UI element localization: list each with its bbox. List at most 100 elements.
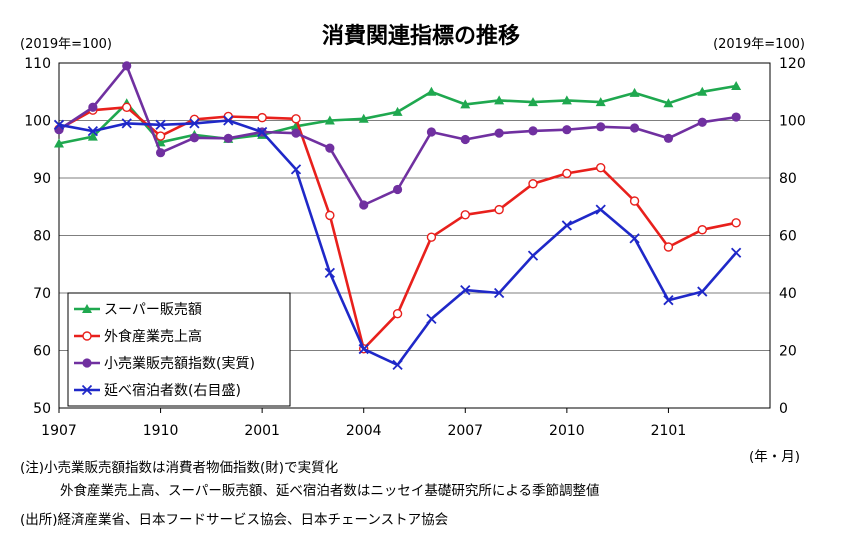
open-circle-marker	[528, 179, 538, 189]
series-3	[53, 115, 742, 371]
plot-area	[58, 62, 771, 409]
x-marker	[527, 250, 539, 261]
x-marker-stroke	[155, 119, 166, 130]
triangle-marker	[731, 81, 742, 90]
x-marker-stroke	[53, 119, 65, 130]
right-tick-label: 0	[779, 401, 788, 417]
chart-title: 消費関連指標の推移	[322, 23, 520, 49]
x-marker-stroke	[697, 286, 708, 297]
circle-marker	[596, 122, 606, 132]
x-marker	[223, 115, 234, 126]
open-circle-marker	[731, 218, 741, 228]
x-tick-label: 2001	[244, 423, 280, 439]
open-circle-marker	[155, 131, 166, 141]
x-marker	[257, 126, 268, 138]
x-marker-stroke	[527, 250, 539, 261]
x-marker	[155, 119, 166, 130]
x-marker-stroke	[81, 384, 93, 396]
circle-marker	[189, 133, 200, 143]
left-tick-label: 110	[24, 56, 51, 72]
circle-marker	[663, 133, 674, 143]
x-tick-label: 2101	[651, 423, 687, 439]
left-tick-label: 50	[33, 401, 51, 417]
x-marker-stroke	[189, 118, 200, 129]
x-marker-stroke	[629, 233, 640, 244]
x-marker	[324, 267, 335, 279]
x-marker	[494, 287, 505, 299]
x-marker-stroke	[731, 247, 742, 258]
series-layer	[53, 61, 742, 371]
x-marker	[392, 359, 403, 371]
x-marker-stroke	[426, 313, 437, 325]
legend-label: 外食産業売上高	[104, 328, 202, 345]
source-line: (出所)経済産業省、日本フードサービス協会、日本チェーンストア協会	[20, 512, 449, 528]
circle-marker	[122, 61, 132, 71]
x-marker-stroke	[392, 359, 403, 371]
x-marker	[358, 343, 369, 355]
x-marker	[290, 164, 302, 175]
x-tick-label: 2007	[447, 423, 483, 439]
x-marker-stroke	[460, 284, 471, 296]
circle-marker	[155, 148, 166, 158]
x-axis-ticks: 1907 1910 2001 2004 2007 2010 2101	[41, 408, 686, 439]
circle-marker	[528, 126, 538, 136]
right-tick-label: 80	[779, 171, 797, 187]
legend-item: 小売業販売額指数(実質)	[74, 356, 255, 372]
x-marker	[53, 119, 65, 130]
note-line-1: (注)小売業販売額指数は消費者物価指数(財)で実質化	[20, 460, 339, 476]
x-marker	[663, 295, 674, 306]
x-marker-stroke	[595, 204, 606, 215]
x-marker-stroke	[494, 287, 505, 299]
x-marker	[629, 233, 640, 244]
circle-marker	[291, 128, 301, 138]
open-circle-marker	[494, 204, 504, 215]
right-tick-label: 40	[779, 286, 797, 302]
x-marker-stroke	[121, 118, 132, 129]
legend-label: 延べ宿泊者数(右目盛)	[104, 382, 241, 399]
open-circle-marker	[257, 112, 267, 123]
circle-marker	[325, 143, 335, 153]
left-axis-ticks: 50 60 70 80 90 100 110	[24, 56, 51, 417]
triangle-marker	[460, 99, 471, 109]
x-marker	[87, 126, 98, 137]
left-axis-unit: (2019年=100)	[20, 37, 112, 52]
circle-marker	[426, 127, 437, 137]
triangle-marker	[392, 106, 403, 116]
series-2	[54, 61, 741, 210]
left-tick-label: 60	[33, 344, 51, 360]
x-marker	[426, 313, 437, 325]
x-marker	[595, 204, 606, 215]
right-axis-ticks: 0 20 40 60 80 100 120	[779, 56, 806, 417]
line-chart: 消費関連指標の推移 (2019年=100) (2019年=100) 50 60 70…	[20, 23, 806, 465]
open-circle-marker	[663, 242, 674, 252]
open-circle-marker	[562, 168, 572, 179]
note-line-2: 外食産業売上高、スーパー販売額、延べ宿泊者数はニッセイ基礎研究所による季節調整値	[60, 483, 600, 499]
x-marker-stroke	[87, 126, 98, 137]
circle-marker	[629, 123, 640, 133]
right-tick-label: 20	[779, 344, 797, 360]
open-circle-marker	[392, 309, 403, 319]
circle-marker	[223, 133, 233, 143]
series-0	[54, 81, 742, 148]
x-marker	[460, 284, 471, 296]
open-circle-marker	[697, 225, 707, 235]
open-circle-marker	[426, 232, 437, 242]
open-circle-marker	[82, 331, 92, 341]
x-marker-stroke	[358, 343, 369, 355]
x-tick-label: 1907	[41, 423, 77, 439]
triangle-marker	[528, 97, 538, 107]
circle-marker	[82, 358, 92, 368]
open-circle-marker	[460, 210, 470, 220]
x-marker-stroke	[257, 126, 268, 138]
triangle-marker	[358, 113, 369, 123]
x-marker	[697, 286, 708, 297]
open-circle-marker	[122, 102, 132, 112]
x-tick-label: 2010	[549, 423, 585, 439]
legend-item: 延べ宿泊者数(右目盛)	[74, 382, 241, 399]
circle-marker	[460, 134, 470, 145]
circle-marker	[88, 102, 98, 112]
open-circle-marker	[325, 210, 335, 221]
x-marker	[81, 384, 93, 396]
legend-label: スーパー販売額	[104, 302, 202, 318]
